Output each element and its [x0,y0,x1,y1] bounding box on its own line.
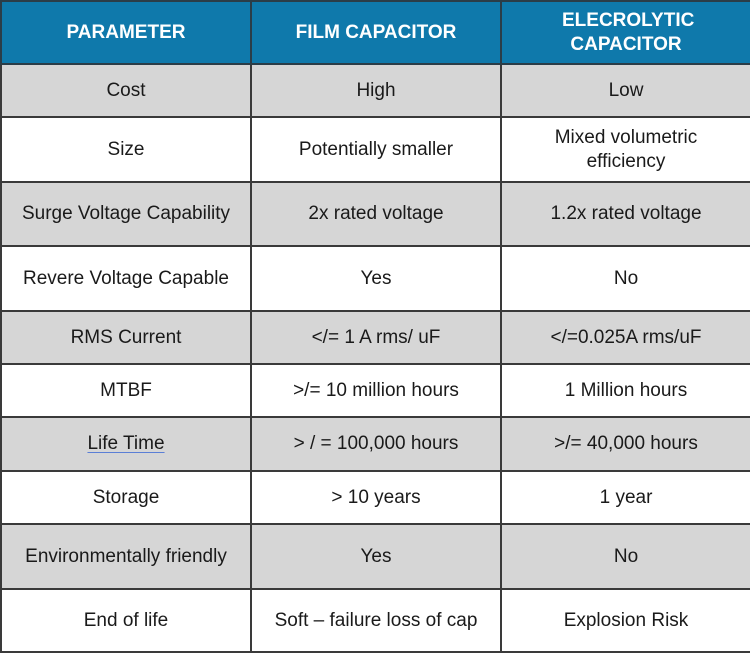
table-row: Environmentally friendly Yes No [0,523,750,590]
header-electrolytic-capacitor: ELECROLYTIC CAPACITOR [500,0,750,65]
cell-electrolytic: No [500,523,750,590]
cell-film: > / = 100,000 hours [250,416,502,472]
table-row: MTBF >/= 10 million hours 1 Million hour… [0,363,750,418]
cell-film: >/= 10 million hours [250,363,502,418]
table-row: Storage > 10 years 1 year [0,470,750,525]
table-row: Cost High Low [0,63,750,118]
life-time-label: Life Time [87,433,165,454]
header-film-capacitor: FILM CAPACITOR [250,0,502,65]
cell-film: </= 1 A rms/ uF [250,310,502,365]
cell-electrolytic: Mixed volumetric efficiency [500,116,750,183]
cell-film: 2x rated voltage [250,181,502,247]
cell-electrolytic: 1 Million hours [500,363,750,418]
header-parameter: PARAMETER [0,0,252,65]
cell-electrolytic: 1.2x rated voltage [500,181,750,247]
cell-parameter: Surge Voltage Capability [0,181,252,247]
cell-electrolytic: Low [500,63,750,118]
header-electrolytic-label: ELECROLYTIC CAPACITOR [562,9,695,55]
cell-film: > 10 years [250,470,502,525]
cell-film: High [250,63,502,118]
cell-parameter: MTBF [0,363,252,418]
cell-parameter: Environmentally friendly [0,523,252,590]
cell-film: Yes [250,523,502,590]
cell-parameter: RMS Current [0,310,252,365]
table-row: RMS Current </= 1 A rms/ uF </=0.025A rm… [0,310,750,365]
cell-electrolytic: </=0.025A rms/uF [500,310,750,365]
cell-electrolytic: No [500,245,750,312]
cell-film: Yes [250,245,502,312]
table-row: End of life Soft – failure loss of cap E… [0,588,750,653]
table-row: Size Potentially smaller Mixed volumetri… [0,116,750,183]
cell-film: Soft – failure loss of cap [250,588,502,653]
table-row: Revere Voltage Capable Yes No [0,245,750,312]
cell-parameter: End of life [0,588,252,653]
cell-electrolytic: Explosion Risk [500,588,750,653]
cell-parameter: Life Time [0,416,252,472]
cell-electrolytic: >/= 40,000 hours [500,416,750,472]
header-row: PARAMETER FILM CAPACITOR ELECROLYTIC CAP… [0,0,750,65]
cell-electrolytic: 1 year [500,470,750,525]
table-row: Surge Voltage Capability 2x rated voltag… [0,181,750,247]
cell-film: Potentially smaller [250,116,502,183]
cell-parameter: Size [0,116,252,183]
table-row: Life Time > / = 100,000 hours >/= 40,000… [0,416,750,472]
cell-parameter: Cost [0,63,252,118]
cell-parameter: Storage [0,470,252,525]
cell-parameter: Revere Voltage Capable [0,245,252,312]
